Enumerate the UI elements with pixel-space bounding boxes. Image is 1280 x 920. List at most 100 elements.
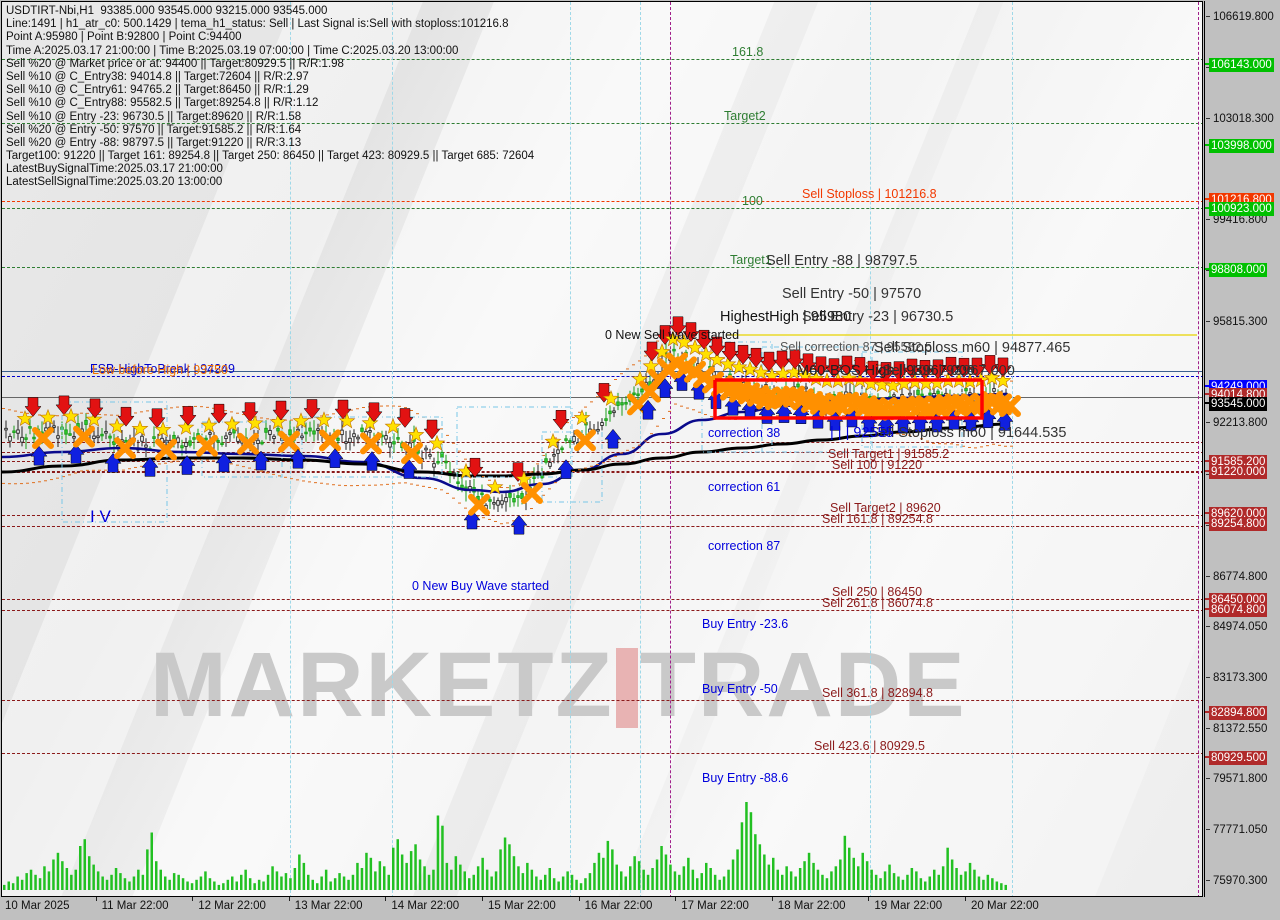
volume-bar	[897, 876, 900, 890]
level-label: Sell 250 | 86450	[832, 585, 923, 599]
price-badge-tick	[1205, 756, 1210, 758]
volume-bar	[566, 871, 569, 890]
volume-bar	[400, 854, 404, 890]
volume-bar	[88, 856, 91, 890]
price-badge-tick	[1205, 268, 1210, 270]
volume-bar	[682, 866, 686, 890]
volume-bar	[168, 879, 171, 890]
volume-bar	[226, 879, 230, 890]
chart-plot-area[interactable]: MARKETZ TRADE 161.8 Target2 Sell Stoploss |…	[1, 1, 1203, 897]
volume-bar	[79, 846, 82, 890]
volume-bar	[664, 854, 668, 890]
level-label: Sell Entry -50 | 97570	[782, 286, 922, 302]
time-tick-mark	[868, 897, 870, 901]
price-badge[interactable]: 103998.000	[1209, 139, 1274, 153]
volume-bar	[521, 873, 525, 890]
volume-bar	[879, 878, 882, 890]
volume-bar	[767, 864, 771, 890]
volume-bar	[758, 844, 762, 890]
price-badge[interactable]: 98808.000	[1209, 263, 1268, 277]
price-tick: 95815.300	[1205, 315, 1280, 329]
volume-bar	[266, 874, 270, 890]
level-label: Sell Target2 | 89620	[830, 501, 941, 515]
volume-bar	[977, 876, 981, 890]
volume-bar	[615, 864, 618, 890]
volume-bar	[16, 876, 19, 890]
time-tick-mark	[482, 897, 483, 901]
time-guide-line	[670, 2, 671, 896]
price-badge-tick	[1205, 522, 1210, 524]
volume-bar	[204, 871, 207, 890]
wave-label: 0 New Sell wave started	[605, 328, 740, 342]
price-tick: 86774.800	[1205, 570, 1280, 584]
volume-bar	[244, 869, 247, 890]
level-label: Sell Target1 | 91585.2	[828, 447, 950, 461]
price-badge[interactable]: 82894.800	[1209, 706, 1268, 720]
volume-bar	[450, 869, 453, 890]
volume-bar	[280, 876, 283, 890]
volume-histogram	[3, 802, 1007, 890]
level-label: 100	[742, 194, 763, 208]
volume-bar	[356, 862, 359, 890]
time-axis[interactable]: 10 Mar 2025 11 Mar 22:00 12 Mar 22:00 13 Ma…	[1, 897, 1203, 919]
volume-bar	[43, 866, 46, 890]
volume-bar	[365, 852, 368, 890]
volume-bar	[570, 874, 574, 890]
volume-bar	[633, 856, 636, 890]
price-badge-tick	[1205, 385, 1210, 387]
price-axis[interactable]: 106619.800104819.050103018.30099416.8009…	[1204, 1, 1279, 897]
volume-bar	[119, 873, 122, 890]
volume-bar	[70, 874, 73, 890]
volume-bar	[892, 873, 896, 890]
info-line: Sell %20 @ Market price or at: 94400 || …	[6, 57, 344, 70]
volume-bar	[101, 876, 104, 890]
level-line	[2, 599, 1202, 600]
volume-bar	[678, 874, 681, 890]
volume-bar	[476, 866, 480, 890]
volume-bar	[1004, 884, 1007, 890]
level-label: Sell 361.8 | 82894.8	[822, 686, 933, 700]
volume-bar	[92, 864, 95, 890]
volume-bar	[870, 869, 873, 890]
volume-bar	[673, 871, 677, 890]
volume-bar	[248, 878, 252, 890]
price-badge[interactable]: 80929.500	[1209, 751, 1268, 765]
volume-bar	[968, 862, 972, 890]
volume-bar	[472, 874, 475, 890]
price-badge[interactable]: 89254.800	[1209, 517, 1268, 531]
level-line	[2, 208, 1202, 209]
volume-bar	[351, 874, 355, 890]
info-panel: USDTIRT-Nbi,H1 93385.000 93545.000 93215…	[6, 5, 534, 190]
volume-bar	[454, 856, 458, 890]
volume-bar	[705, 862, 708, 890]
volume-bar	[275, 871, 279, 890]
volume-bar	[718, 879, 721, 890]
volume-bar	[950, 859, 954, 890]
volume-bar	[535, 876, 538, 890]
price-badge[interactable]: 93545.000	[1209, 397, 1268, 411]
level-line	[2, 376, 1202, 377]
price-badge[interactable]: 100923.000	[1209, 202, 1274, 216]
volume-bar	[418, 859, 422, 890]
time-tick: 14 Mar 22:00	[391, 900, 460, 912]
time-guide-line	[570, 2, 571, 896]
level-label: Buy Entry -23.6	[702, 617, 789, 631]
price-tick: 83173.300	[1205, 671, 1280, 685]
volume-bar	[839, 859, 842, 890]
volume-bar	[874, 874, 878, 890]
volume-bar	[713, 874, 717, 890]
price-badge[interactable]: 106143.000	[1209, 58, 1274, 72]
volume-bar	[441, 825, 444, 890]
volume-bar	[933, 869, 936, 890]
volume-bar	[338, 873, 341, 890]
price-badge-tick	[1205, 207, 1210, 209]
price-tick: 103018.300	[1205, 112, 1280, 126]
volume-bar	[423, 866, 426, 890]
volume-bar	[231, 876, 234, 890]
info-line: Sell %10 @ C_Entry38: 94014.8 || Target:…	[6, 70, 309, 83]
volume-bar	[392, 847, 395, 890]
price-badge[interactable]: 86074.800	[1209, 603, 1268, 617]
volume-bar	[374, 871, 377, 890]
time-tick-mark	[965, 897, 966, 901]
price-badge[interactable]: 91220.000	[1209, 465, 1268, 479]
